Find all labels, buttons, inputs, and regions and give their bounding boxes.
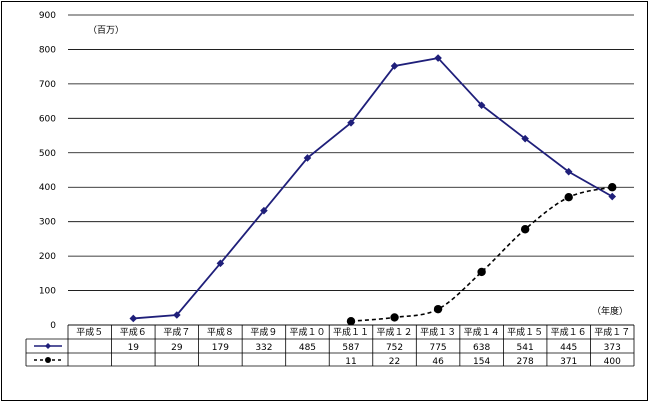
data-label: 485 (299, 343, 316, 353)
y-tick-label: 0 (50, 321, 56, 331)
data-label: 46 (432, 357, 444, 367)
y-tick-label: 600 (39, 114, 56, 124)
series-2-point (564, 193, 573, 202)
y-tick-label: 200 (39, 252, 56, 262)
series-2-point (608, 183, 617, 192)
y-tick-label: 900 (39, 11, 56, 21)
data-label: 278 (517, 357, 534, 367)
series-1-point (390, 62, 399, 70)
data-label: 587 (342, 343, 359, 353)
data-label: 445 (560, 343, 577, 353)
data-label: 541 (517, 343, 534, 353)
data-label: 11 (345, 357, 356, 367)
y-axis-ticks: 0 100 200 300 400 500 600 700 800 900 (39, 11, 56, 331)
series-1-point (608, 192, 617, 201)
x-tick-label: 平成１４ (464, 326, 500, 338)
series-1-point (477, 101, 486, 110)
y-tick-label: 500 (39, 149, 56, 159)
series-1-point (564, 167, 573, 176)
data-label: 179 (212, 343, 229, 353)
data-table: 平成５ 平成６ 平成７ 平成８ 平成９ 平成１０ 平成１１ 平成１２ 平成１３ 平成１４ 平成１５ 平… (25, 324, 635, 367)
series-2-point (390, 313, 399, 322)
x-tick-label: 平成１１ (333, 326, 369, 338)
y-tick-label: 100 (39, 287, 56, 297)
x-tick-label: 平成１５ (507, 326, 543, 338)
series-2-line (350, 186, 613, 323)
data-label: 29 (171, 343, 183, 353)
unit-label: （百万） (88, 25, 124, 36)
y-tick-label: 700 (39, 80, 56, 90)
x-axis-label: （年度） (592, 305, 628, 317)
data-label: 775 (429, 343, 446, 353)
data-label: 752 (386, 343, 403, 353)
y-tick-label: 300 (39, 218, 56, 228)
data-label: 332 (255, 343, 272, 353)
x-tick-label: 平成１２ (377, 326, 413, 338)
x-tick-label: 平成１７ (594, 326, 630, 338)
series-1-point (303, 154, 312, 162)
data-label: 400 (604, 357, 621, 367)
data-label: 371 (560, 357, 577, 367)
x-tick-label: 平成１３ (420, 326, 456, 338)
series-1-line (133, 57, 613, 320)
x-tick-label: 平成１６ (551, 326, 587, 338)
x-tick-label: 平成７ (163, 326, 190, 338)
series-1-point (260, 206, 268, 215)
grid-lines (68, 14, 634, 326)
legend-series-1-marker (45, 343, 51, 349)
series-1-point (521, 134, 529, 143)
series-1-point (173, 311, 181, 319)
data-label: 22 (389, 357, 400, 367)
series-2-point (346, 317, 356, 326)
y-tick-label: 400 (39, 183, 56, 193)
data-label: 638 (473, 343, 490, 353)
data-label: 373 (604, 343, 621, 353)
data-label: 154 (473, 357, 490, 367)
x-tick-label: 平成８ (207, 326, 234, 338)
series-layer (129, 54, 617, 326)
x-tick-label: 平成５ (76, 326, 103, 338)
series-2-point (477, 267, 486, 277)
legend-series-2-marker (45, 357, 51, 363)
series-1-point (216, 259, 225, 268)
x-tick-label: 平成１０ (289, 326, 325, 338)
series-2-point (433, 304, 443, 314)
data-label: 19 (128, 343, 140, 353)
series-1-point (434, 54, 442, 62)
series-1-point (347, 119, 355, 127)
series-2-point (520, 225, 530, 234)
series-1-point (129, 314, 138, 323)
y-tick-label: 800 (39, 45, 56, 55)
x-tick-label: 平成６ (120, 326, 147, 338)
x-tick-label: 平成９ (250, 326, 277, 338)
